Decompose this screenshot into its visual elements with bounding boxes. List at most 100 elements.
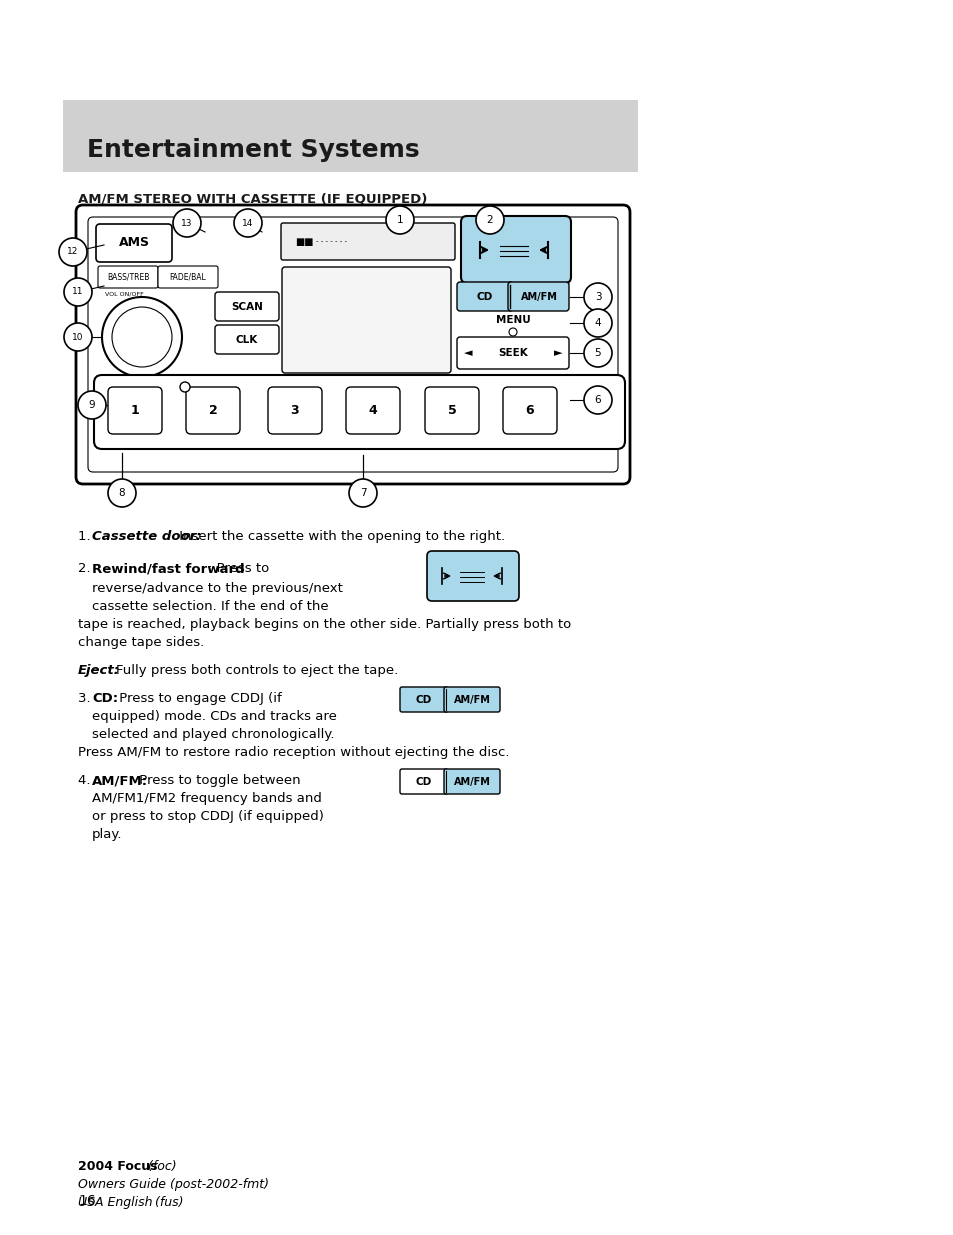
FancyBboxPatch shape (399, 687, 448, 713)
Text: USA English: USA English (78, 1195, 152, 1209)
Text: reverse/advance to the previous/next: reverse/advance to the previous/next (91, 582, 342, 595)
FancyBboxPatch shape (507, 282, 568, 311)
Text: Press to toggle between: Press to toggle between (135, 774, 300, 787)
Text: 13: 13 (181, 219, 193, 227)
FancyBboxPatch shape (460, 216, 571, 283)
Text: 5: 5 (447, 405, 456, 417)
FancyBboxPatch shape (186, 387, 240, 433)
Text: 8: 8 (118, 488, 125, 498)
Circle shape (102, 296, 182, 377)
FancyBboxPatch shape (456, 282, 513, 311)
Text: 11: 11 (72, 288, 84, 296)
Circle shape (583, 283, 612, 311)
Text: - - - - - - -: - - - - - - - (315, 238, 347, 245)
Text: 10: 10 (72, 332, 84, 342)
Text: 3: 3 (594, 291, 600, 303)
Circle shape (233, 209, 262, 237)
Circle shape (78, 391, 106, 419)
Text: SCAN: SCAN (231, 303, 263, 312)
Circle shape (509, 329, 517, 336)
Text: play.: play. (91, 827, 122, 841)
FancyBboxPatch shape (399, 769, 448, 794)
Text: 2: 2 (486, 215, 493, 225)
Text: ►: ► (553, 348, 561, 358)
Text: AM/FM STEREO WITH CASSETTE (IF EQUIPPED): AM/FM STEREO WITH CASSETTE (IF EQUIPPED) (78, 193, 427, 206)
Text: CD:: CD: (91, 692, 118, 705)
Circle shape (583, 309, 612, 337)
Text: equipped) mode. CDs and tracks are: equipped) mode. CDs and tracks are (91, 710, 336, 722)
FancyBboxPatch shape (456, 337, 568, 369)
Text: (fus): (fus) (151, 1195, 183, 1209)
Text: MENU: MENU (496, 315, 530, 325)
Text: AMS: AMS (118, 236, 150, 249)
Text: ■■: ■■ (294, 237, 314, 247)
Text: ◄: ◄ (463, 348, 472, 358)
Text: 5: 5 (594, 348, 600, 358)
Text: 3: 3 (291, 405, 299, 417)
Text: 2004 Focus: 2004 Focus (78, 1160, 157, 1173)
Text: Entertainment Systems: Entertainment Systems (87, 138, 419, 162)
Text: 9: 9 (89, 400, 95, 410)
Circle shape (172, 209, 201, 237)
Text: cassette selection. If the end of the: cassette selection. If the end of the (91, 600, 328, 613)
Text: CD: CD (416, 695, 432, 705)
Text: 1.: 1. (78, 530, 94, 543)
Text: CD: CD (416, 777, 432, 787)
Text: SEEK: SEEK (497, 348, 527, 358)
FancyBboxPatch shape (443, 769, 499, 794)
Text: Owners Guide (post-2002-fmt): Owners Guide (post-2002-fmt) (78, 1178, 269, 1191)
Circle shape (349, 479, 376, 508)
Text: 1: 1 (131, 405, 139, 417)
Circle shape (64, 324, 91, 351)
Text: Cassette door:: Cassette door: (91, 530, 201, 543)
Circle shape (583, 338, 612, 367)
FancyBboxPatch shape (281, 224, 455, 261)
Circle shape (108, 479, 136, 508)
Text: 14: 14 (242, 219, 253, 227)
Text: : Press to: : Press to (208, 562, 269, 576)
Text: Eject:: Eject: (78, 664, 120, 677)
Circle shape (59, 238, 87, 266)
Text: Press AM/FM to restore radio reception without ejecting the disc.: Press AM/FM to restore radio reception w… (78, 746, 509, 760)
Text: CLK: CLK (235, 335, 258, 345)
Text: AM/FM:: AM/FM: (91, 774, 148, 787)
Text: CD: CD (476, 291, 493, 303)
Text: 4: 4 (594, 317, 600, 329)
Text: VOL ON/OFF: VOL ON/OFF (105, 291, 144, 296)
Text: Press to engage CDDJ (if: Press to engage CDDJ (if (115, 692, 281, 705)
Circle shape (386, 206, 414, 233)
Text: tape is reached, playback begins on the other side. Partially press both to: tape is reached, playback begins on the … (78, 618, 571, 631)
Text: AM/FM: AM/FM (453, 777, 490, 787)
FancyBboxPatch shape (502, 387, 557, 433)
Text: 4.: 4. (78, 774, 94, 787)
Text: 6: 6 (594, 395, 600, 405)
Text: FADE/BAL: FADE/BAL (170, 273, 206, 282)
Text: 2: 2 (209, 405, 217, 417)
FancyBboxPatch shape (282, 267, 451, 373)
FancyBboxPatch shape (158, 266, 218, 288)
Text: Fully press both controls to eject the tape.: Fully press both controls to eject the t… (116, 664, 397, 677)
Text: 16: 16 (78, 1194, 95, 1208)
Circle shape (583, 387, 612, 414)
Text: 6: 6 (525, 405, 534, 417)
Text: selected and played chronologically.: selected and played chronologically. (91, 727, 335, 741)
FancyBboxPatch shape (214, 291, 278, 321)
FancyBboxPatch shape (443, 687, 499, 713)
Circle shape (112, 308, 172, 367)
FancyBboxPatch shape (427, 551, 518, 601)
FancyBboxPatch shape (424, 387, 478, 433)
Text: 7: 7 (359, 488, 366, 498)
Text: AM/FM: AM/FM (453, 695, 490, 705)
Circle shape (180, 382, 190, 391)
FancyBboxPatch shape (268, 387, 322, 433)
Circle shape (476, 206, 503, 233)
FancyBboxPatch shape (76, 205, 629, 484)
FancyBboxPatch shape (94, 375, 624, 450)
Text: 1: 1 (396, 215, 403, 225)
FancyBboxPatch shape (63, 100, 638, 172)
Text: AM/FM: AM/FM (520, 291, 557, 303)
Circle shape (64, 278, 91, 306)
FancyBboxPatch shape (108, 387, 162, 433)
Text: 4: 4 (368, 405, 377, 417)
Text: AM/FM1/FM2 frequency bands and: AM/FM1/FM2 frequency bands and (91, 792, 321, 805)
